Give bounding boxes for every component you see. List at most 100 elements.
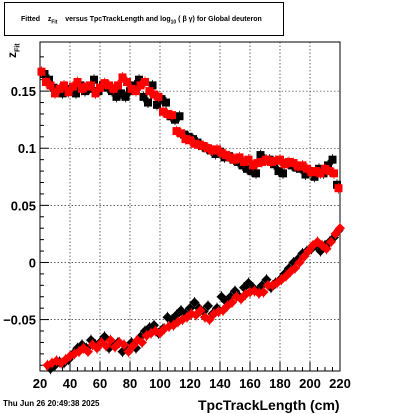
square-marker bbox=[78, 84, 86, 93]
square-marker bbox=[301, 170, 310, 179]
square-marker bbox=[316, 169, 325, 178]
diamond-marker bbox=[128, 340, 138, 351]
square-marker bbox=[298, 161, 307, 170]
diamond-marker bbox=[321, 243, 332, 254]
x-tick-label: 180 bbox=[269, 376, 291, 391]
square-marker bbox=[243, 164, 251, 173]
y-axis-title: zFit bbox=[5, 43, 21, 58]
square-marker bbox=[135, 75, 143, 84]
square-marker bbox=[231, 155, 239, 164]
diamond-marker bbox=[195, 305, 206, 316]
square-marker bbox=[145, 87, 154, 96]
square-marker bbox=[312, 167, 320, 176]
diamond-marker bbox=[330, 228, 341, 239]
square-marker bbox=[127, 84, 136, 93]
square-marker bbox=[148, 81, 157, 90]
diamond-marker bbox=[258, 287, 269, 298]
square-marker bbox=[109, 84, 118, 93]
x-tick-label: 140 bbox=[209, 376, 231, 391]
y-tick-label: 0.05 bbox=[11, 198, 36, 213]
data-markers bbox=[37, 66, 345, 375]
title-var: z bbox=[47, 16, 52, 23]
diamond-marker bbox=[105, 335, 116, 346]
diamond-marker bbox=[137, 337, 147, 348]
square-marker bbox=[72, 89, 80, 98]
square-marker bbox=[279, 169, 287, 178]
square-marker bbox=[252, 169, 260, 178]
square-marker bbox=[204, 144, 212, 153]
square-marker bbox=[100, 79, 109, 88]
square-marker bbox=[73, 77, 82, 86]
square-marker bbox=[153, 100, 161, 109]
diamond-marker bbox=[294, 257, 305, 268]
diamond-marker bbox=[227, 297, 237, 308]
square-marker bbox=[267, 157, 275, 166]
square-marker bbox=[37, 67, 46, 76]
diamond-marker bbox=[257, 280, 267, 291]
title-prefix: Fitted bbox=[21, 16, 41, 23]
plot-title: Fitted zFit versus TpcTrackLength and lo… bbox=[4, 2, 284, 36]
square-marker bbox=[172, 127, 181, 136]
square-marker bbox=[240, 157, 248, 166]
x-tick-label: 60 bbox=[93, 376, 107, 391]
square-marker bbox=[141, 77, 149, 86]
square-marker bbox=[121, 92, 130, 101]
square-marker bbox=[303, 164, 311, 173]
x-tick-label: 160 bbox=[239, 376, 261, 391]
square-marker bbox=[118, 73, 127, 82]
square-marker bbox=[168, 111, 176, 120]
square-marker bbox=[159, 107, 167, 116]
square-marker bbox=[285, 157, 293, 166]
x-tick-label: 20 bbox=[33, 376, 47, 391]
square-marker bbox=[132, 87, 140, 96]
diamond-marker bbox=[299, 251, 309, 262]
diamond-marker bbox=[123, 346, 134, 357]
title-log-sub: 10 bbox=[170, 19, 177, 26]
square-marker bbox=[310, 172, 319, 181]
y-tick-label: 0 bbox=[29, 255, 36, 270]
square-marker bbox=[235, 153, 244, 162]
square-marker bbox=[334, 184, 343, 193]
square-marker bbox=[69, 82, 77, 91]
y-axis-title-main: z bbox=[5, 52, 19, 58]
square-marker bbox=[64, 88, 73, 97]
x-tick-label: 100 bbox=[149, 376, 171, 391]
square-marker bbox=[186, 136, 194, 145]
y-tick-label: −0.05 bbox=[3, 313, 36, 328]
square-marker bbox=[117, 89, 125, 98]
square-marker bbox=[262, 155, 271, 164]
square-marker bbox=[199, 141, 208, 150]
square-marker bbox=[87, 81, 95, 90]
square-marker bbox=[258, 157, 266, 166]
y-tick-label: 0.15 bbox=[11, 84, 36, 99]
square-marker bbox=[253, 159, 262, 168]
x-tick-label: 40 bbox=[63, 376, 77, 391]
axis-ticks bbox=[39, 56, 341, 371]
y-axis-title-sub: Fit bbox=[14, 43, 22, 52]
square-marker bbox=[58, 89, 67, 98]
x-tick-label: 120 bbox=[179, 376, 201, 391]
square-marker bbox=[247, 167, 256, 176]
square-marker bbox=[162, 98, 170, 107]
diamond-marker bbox=[290, 263, 300, 274]
square-marker bbox=[330, 169, 338, 178]
square-marker bbox=[226, 153, 235, 162]
diamond-marker bbox=[326, 236, 336, 247]
square-marker bbox=[139, 92, 148, 101]
square-marker bbox=[222, 151, 230, 160]
square-marker bbox=[276, 155, 284, 164]
square-marker bbox=[90, 75, 98, 84]
square-marker bbox=[325, 167, 334, 176]
square-marker bbox=[60, 81, 68, 90]
title-suffix: for Global deuteron bbox=[196, 16, 262, 23]
square-marker bbox=[82, 82, 91, 91]
square-marker bbox=[91, 89, 100, 98]
square-marker bbox=[144, 98, 152, 107]
diamond-marker bbox=[204, 314, 215, 325]
square-marker bbox=[181, 135, 190, 144]
square-marker bbox=[171, 115, 179, 124]
square-marker bbox=[217, 148, 226, 157]
square-marker bbox=[249, 161, 257, 170]
diamond-marker bbox=[335, 223, 345, 234]
